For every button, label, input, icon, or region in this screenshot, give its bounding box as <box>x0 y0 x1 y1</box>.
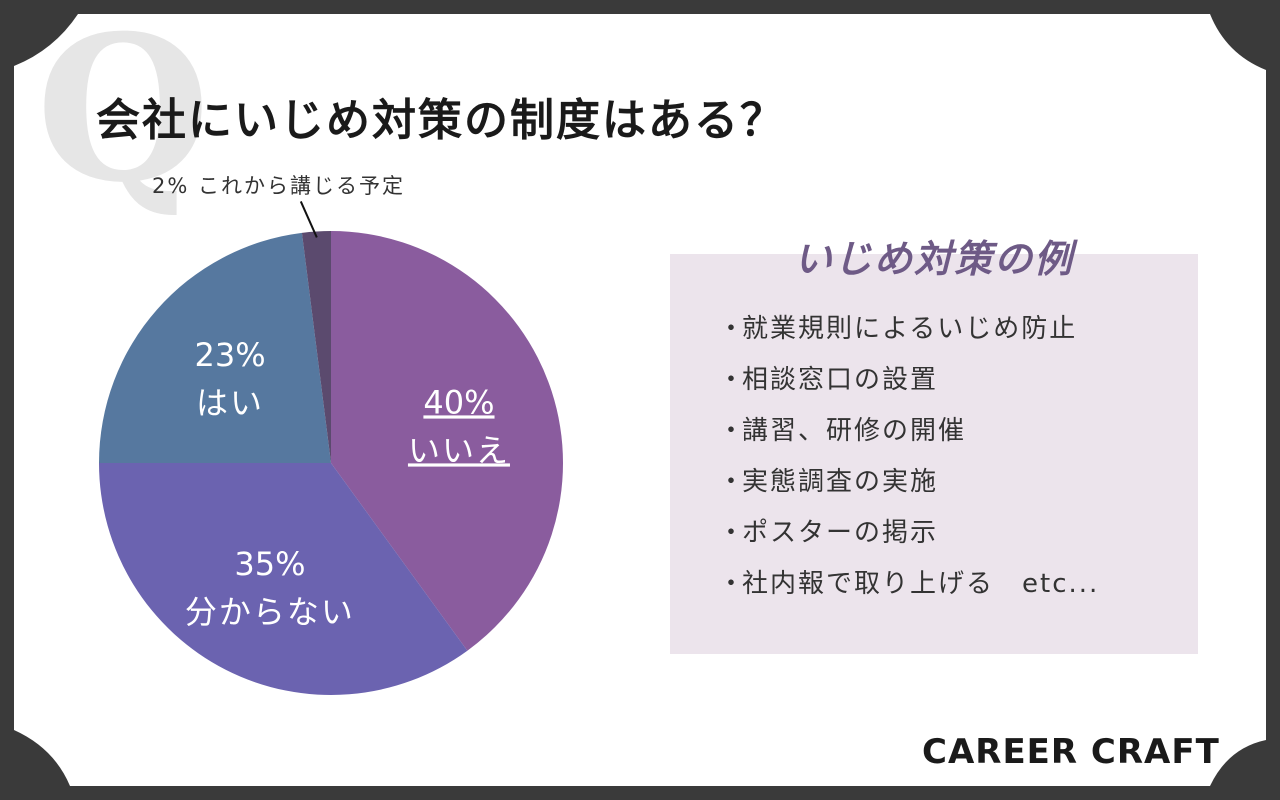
pie-slice-percent-label: 23% <box>195 336 266 374</box>
pie-slice <box>301 231 331 463</box>
pie-callout-label: 2% これから講じる予定 <box>152 174 405 198</box>
list-item: ・就業規則によるいじめ防止 <box>718 308 1099 359</box>
bullet: ・ <box>718 365 747 395</box>
pie-slice <box>331 231 564 651</box>
pie-slice <box>99 232 331 463</box>
bullet: ・ <box>718 569 747 599</box>
list-item-text: 講習、研修の開催 <box>742 416 967 446</box>
callout-leader-line <box>299 201 318 238</box>
pie-slice-percent-label: 40% <box>423 383 494 421</box>
examples-title: いじめ対策の例 <box>793 237 1074 281</box>
bullet: ・ <box>718 314 747 344</box>
brand-logo: CAREER CRAFT <box>922 732 1220 772</box>
list-item-text: 実態調査の実施 <box>742 467 939 497</box>
list-item: ・講習、研修の開催 <box>718 410 1099 461</box>
pie-slice-category-label: はい <box>196 384 264 422</box>
q-watermark: Q <box>36 0 211 227</box>
list-item: ・実態調査の実施 <box>718 461 1099 512</box>
bullet: ・ <box>718 416 747 446</box>
pie-slice <box>99 463 468 696</box>
pie-slice-category-label: いいえ <box>408 431 510 469</box>
list-item: ・相談窓口の設置 <box>718 359 1099 410</box>
examples-panel <box>670 254 1198 654</box>
list-item-text: 社内報で取り上げる etc... <box>742 569 1100 599</box>
card-corner-cutouts <box>14 14 1266 786</box>
examples-list: ・就業規則によるいじめ防止 ・相談窓口の設置 ・講習、研修の開催 ・実態調査の実… <box>718 308 1099 614</box>
page-title: 会社にいじめ対策の制度はある？ <box>96 95 786 146</box>
list-item: ・社内報で取り上げる etc... <box>718 563 1099 614</box>
list-item: ・ポスターの掲示 <box>718 512 1099 563</box>
bullet: ・ <box>718 518 747 548</box>
pie-slice-percent-label: 35% <box>234 545 305 583</box>
list-item-text: 相談窓口の設置 <box>742 365 939 395</box>
list-item-text: 就業規則によるいじめ防止 <box>742 314 1078 344</box>
bullet: ・ <box>718 467 747 497</box>
pie-slice-category-label: 分からない <box>185 593 355 631</box>
list-item-text: ポスターの掲示 <box>742 518 939 548</box>
